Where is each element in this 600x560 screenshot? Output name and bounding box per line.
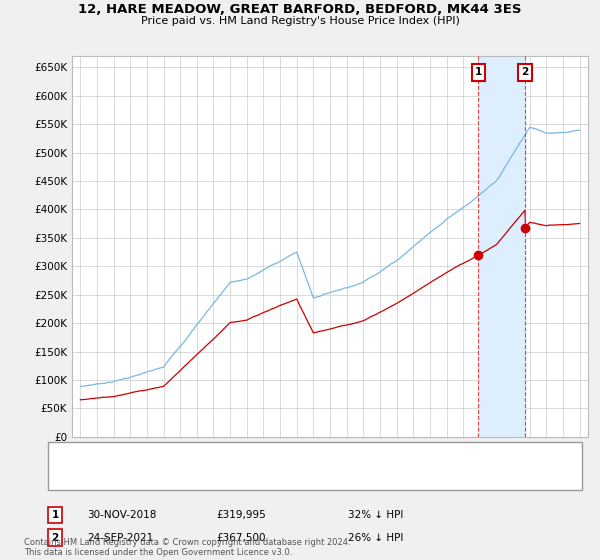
Text: 12, HARE MEADOW, GREAT BARFORD, BEDFORD, MK44 3ES (detached house): 12, HARE MEADOW, GREAT BARFORD, BEDFORD,… — [93, 451, 463, 460]
Text: HPI: Average price, detached house, Bedford: HPI: Average price, detached house, Bedf… — [93, 473, 306, 482]
Text: 30-NOV-2018: 30-NOV-2018 — [87, 510, 157, 520]
Text: £367,500: £367,500 — [216, 533, 265, 543]
Text: 1: 1 — [52, 510, 59, 520]
Text: 2: 2 — [521, 67, 529, 77]
Text: £319,995: £319,995 — [216, 510, 266, 520]
Text: 1: 1 — [475, 67, 482, 77]
Text: 2: 2 — [52, 533, 59, 543]
Text: 24-SEP-2021: 24-SEP-2021 — [87, 533, 153, 543]
Text: 12, HARE MEADOW, GREAT BARFORD, BEDFORD, MK44 3ES: 12, HARE MEADOW, GREAT BARFORD, BEDFORD,… — [78, 3, 522, 16]
Text: Contains HM Land Registry data © Crown copyright and database right 2024.
This d: Contains HM Land Registry data © Crown c… — [24, 538, 350, 557]
Text: 32% ↓ HPI: 32% ↓ HPI — [348, 510, 403, 520]
Text: Price paid vs. HM Land Registry's House Price Index (HPI): Price paid vs. HM Land Registry's House … — [140, 16, 460, 26]
Text: 26% ↓ HPI: 26% ↓ HPI — [348, 533, 403, 543]
